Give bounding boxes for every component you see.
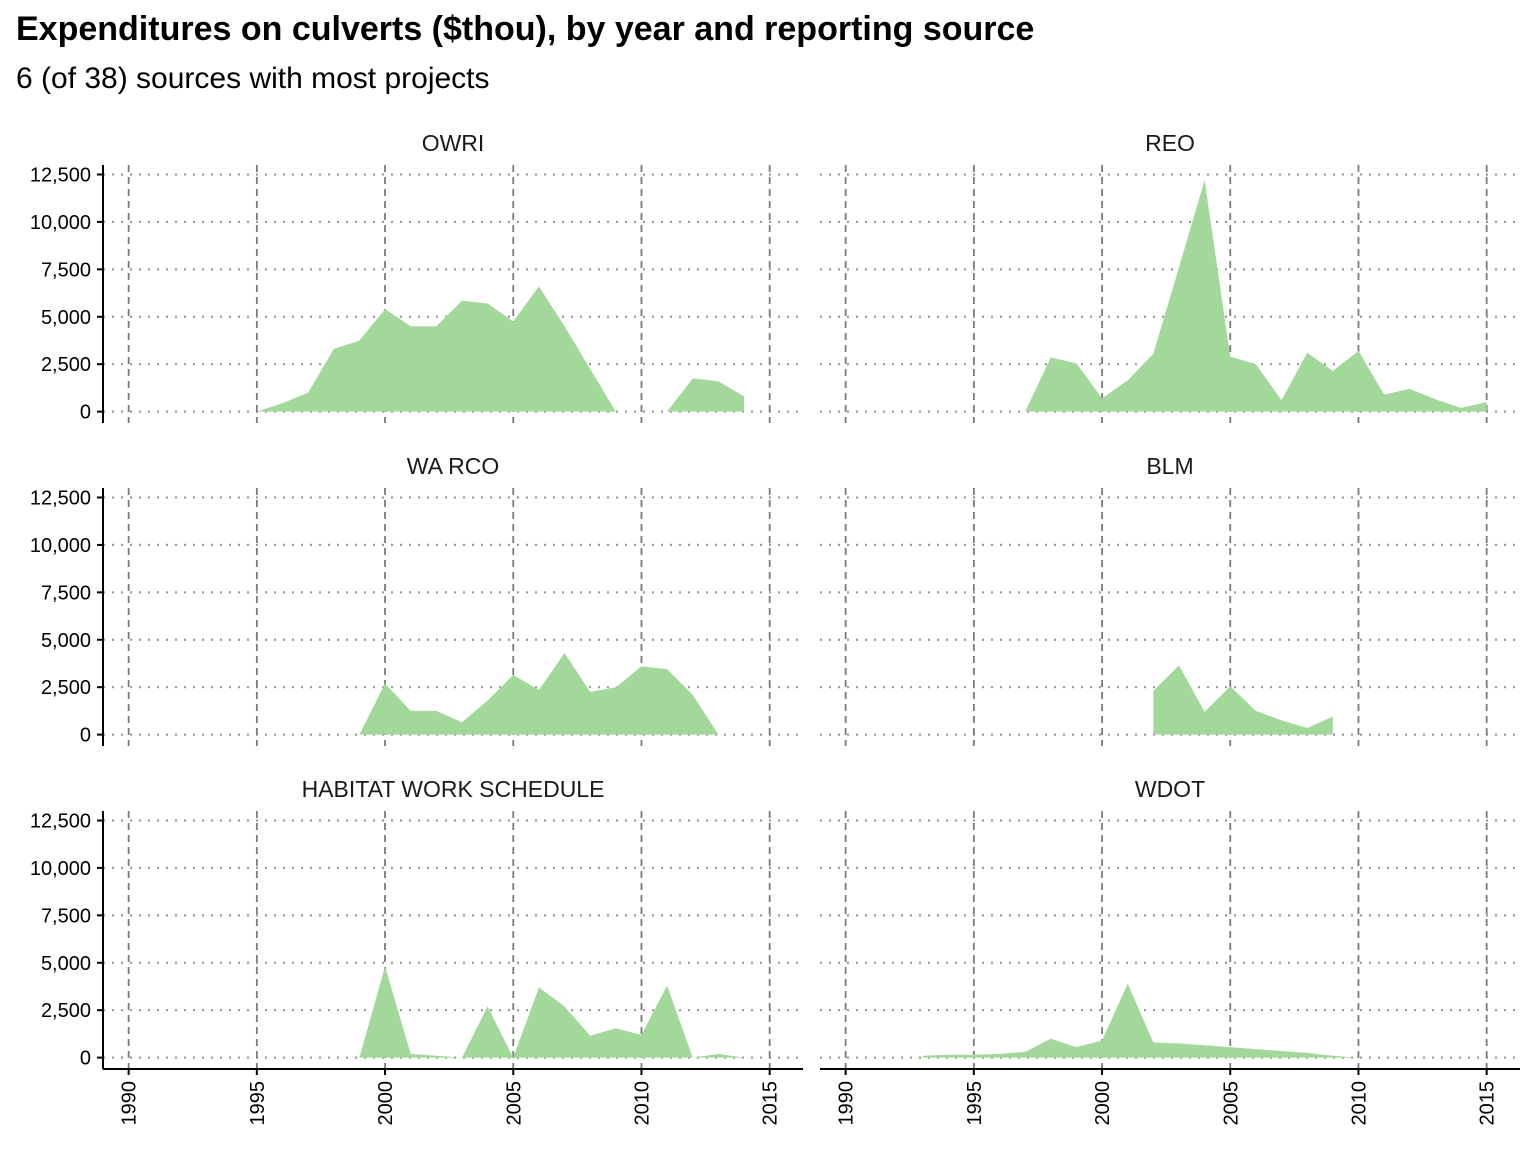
y-tick-label: 7,500 (41, 905, 91, 927)
y-tick-label: 5,000 (41, 630, 91, 652)
panel-wa-rco: WA RCO 0 2,500 5,000 7,500 10,000 12,500 (30, 453, 803, 747)
y-tick-label: 5,000 (41, 307, 91, 329)
y-tick-label: 12,500 (30, 164, 91, 186)
area-series (1025, 180, 1487, 412)
panel-blm: BLM (820, 453, 1520, 746)
y-tick-label: 7,500 (41, 259, 91, 281)
y-tick-label: 2,500 (41, 1000, 91, 1022)
x-tick-label: 2000 (1092, 1081, 1114, 1126)
panel-label: WDOT (1135, 776, 1205, 802)
panel-label: WA RCO (407, 453, 499, 479)
y-tick-label: 7,500 (41, 582, 91, 604)
y-tick-label: 5,000 (41, 953, 91, 975)
panel-wdot: WDOT 1990 1995 2000 2005 2010 2015 (820, 776, 1520, 1126)
chart-title: Expenditures on culverts ($thou), by yea… (16, 10, 1035, 48)
x-tick-label: 2015 (760, 1081, 782, 1126)
x-tick-label: 2005 (1220, 1081, 1242, 1126)
x-tick-label: 2010 (631, 1081, 653, 1126)
y-tick-label: 2,500 (41, 677, 91, 699)
y-tick-label: 0 (80, 725, 91, 747)
x-tick-label: 2010 (1348, 1081, 1370, 1126)
y-tick-label: 12,500 (30, 487, 91, 509)
y-tick-label: 10,000 (30, 858, 91, 880)
panel-habitat-work-schedule: HABITAT WORK SCHEDULE 0 2,500 5,000 7,500 10,… (30, 776, 803, 1126)
y-tick-label: 12,500 (30, 810, 91, 832)
panel-label: HABITAT WORK SCHEDULE (302, 776, 605, 802)
y-tick-label: 10,000 (30, 212, 91, 234)
chart-subtitle: 6 (of 38) sources with most projects (16, 62, 490, 95)
y-tick-label: 2,500 (41, 354, 91, 376)
area-series (1153, 665, 1333, 735)
y-tick-label: 0 (80, 402, 91, 424)
panel-label: OWRI (422, 130, 485, 156)
x-tick-label: 1990 (836, 1081, 858, 1126)
x-tick-label: 2015 (1477, 1081, 1499, 1126)
panel-label: BLM (1146, 453, 1193, 479)
area-series (922, 983, 1359, 1058)
area-series (359, 966, 745, 1058)
area-series (256, 286, 745, 412)
y-tick-label: 0 (80, 1048, 91, 1070)
y-tick-label: 10,000 (30, 535, 91, 557)
panel-label: REO (1145, 130, 1195, 156)
area-series (359, 653, 719, 735)
panel-owri: OWRI 0 2,500 5,000 7,500 10,000 12,500 (30, 130, 803, 424)
panel-reo: REO (820, 130, 1520, 423)
x-tick-label: 2000 (375, 1081, 397, 1126)
x-tick-label: 1990 (119, 1081, 141, 1126)
x-tick-label: 1995 (964, 1081, 986, 1126)
x-tick-label: 1995 (247, 1081, 269, 1126)
x-tick-label: 2005 (503, 1081, 525, 1126)
